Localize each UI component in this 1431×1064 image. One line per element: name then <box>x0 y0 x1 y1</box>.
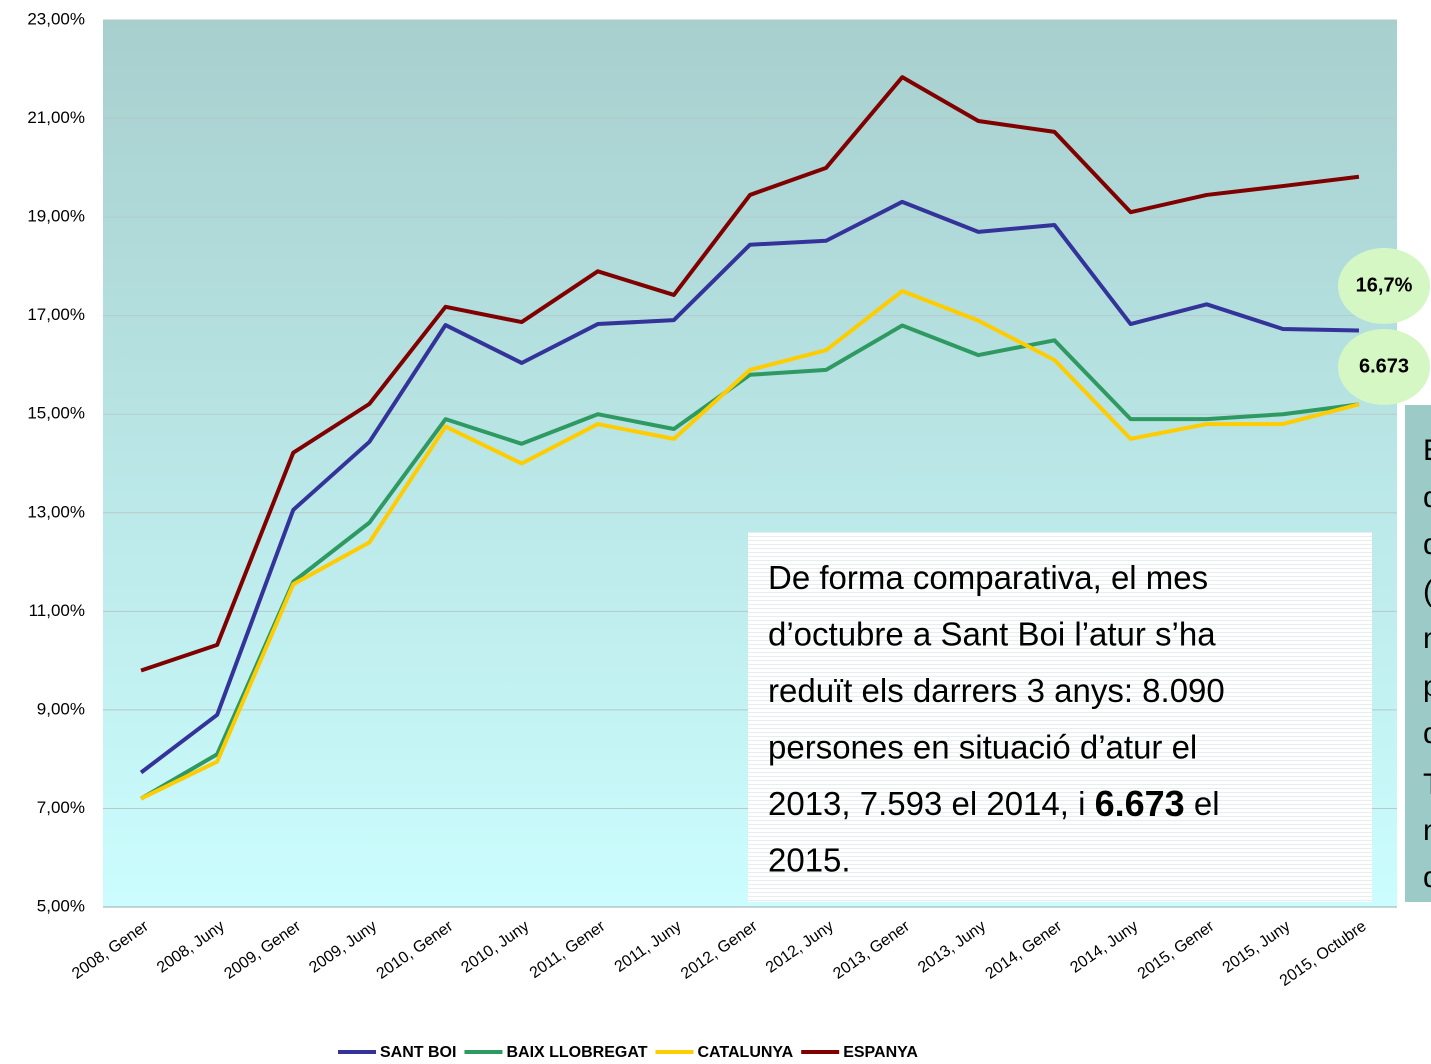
x-tick-label: 2010, Juny <box>458 918 532 977</box>
side-note-text: E <box>1423 434 1431 467</box>
note-line: d’octubre a Sant Boi l’atur s’ha <box>768 615 1216 652</box>
y-tick-label: 9,00% <box>37 699 85 718</box>
note-segment: d’octubre a Sant Boi l’atur s’ha <box>768 615 1216 652</box>
y-tick-label: 21,00% <box>27 108 85 127</box>
note-segment: 2013, 7.593 el 2014, i <box>768 785 1095 822</box>
x-tick-label: 2010, Gener <box>374 917 457 982</box>
y-tick-label: 23,00% <box>27 9 85 28</box>
note-line: 2013, 7.593 el 2014, i 6.673 el <box>768 783 1220 824</box>
x-tick-label: 2013, Juny <box>915 918 989 977</box>
series-line <box>140 75 1360 673</box>
badge <box>1338 248 1430 324</box>
side-note-text: T <box>1423 768 1431 801</box>
side-note-text: d <box>1423 528 1431 561</box>
side-note-text: n <box>1423 814 1431 847</box>
y-tick-label: 17,00% <box>27 305 85 324</box>
legend-label: CATALUNYA <box>697 1044 793 1061</box>
note-segment: el <box>1185 785 1220 822</box>
note-line: persones en situació d’atur el <box>768 728 1197 765</box>
y-tick-label: 19,00% <box>27 207 85 226</box>
x-tick-label: 2008, Juny <box>154 918 228 977</box>
badge <box>1338 329 1430 405</box>
badge-label: 16,7% <box>1356 274 1413 296</box>
note-box <box>748 532 1372 902</box>
side-note-text: p <box>1423 670 1431 703</box>
x-tick-label: 2009, Gener <box>221 917 304 982</box>
x-tick-label: 2009, Juny <box>306 918 380 977</box>
note-segment: reduït els darrers 3 anys: 8.090 <box>768 672 1225 709</box>
legend-label: ESPANYA <box>843 1044 918 1061</box>
note-segment: 6.673 <box>1095 783 1185 824</box>
y-tick-label: 15,00% <box>27 404 85 423</box>
note-segment: persones en situació d’atur el <box>768 728 1197 765</box>
note-segment: De forma comparativa, el mes <box>768 559 1208 596</box>
side-note-text: ( <box>1423 575 1431 608</box>
note-line: reduït els darrers 3 anys: 8.090 <box>768 672 1225 709</box>
badge-label: 6.673 <box>1359 355 1409 377</box>
note-line: De forma comparativa, el mes <box>768 559 1208 596</box>
x-tick-label: 2008, Gener <box>69 917 152 982</box>
x-tick-label: 2011, Gener <box>527 917 609 982</box>
y-tick-label: 7,00% <box>37 798 85 817</box>
legend-label: BAIX LLOBREGAT <box>506 1044 647 1061</box>
side-note-text: d <box>1423 717 1431 750</box>
x-tick-label: 2012, Juny <box>763 918 837 977</box>
note-segment: 2015. <box>768 841 851 878</box>
x-tick-label: 2015, Gener <box>1135 917 1218 982</box>
x-tick-label: 2011, Juny <box>612 918 685 976</box>
side-note-text: d <box>1423 861 1431 894</box>
y-tick-label: 13,00% <box>27 502 85 521</box>
x-tick-label: 2014, Gener <box>983 917 1066 982</box>
series-line <box>140 323 1360 801</box>
note-line: 2015. <box>768 841 851 878</box>
x-tick-label: 2015, Juny <box>1220 918 1294 977</box>
y-tick-label: 5,00% <box>37 896 85 915</box>
side-note-box <box>1405 405 1431 902</box>
side-note-text: n <box>1423 622 1431 655</box>
series-line <box>140 289 1360 801</box>
side-note-text: d <box>1423 481 1431 514</box>
legend-label: SANT BOI <box>380 1044 456 1061</box>
x-tick-label: 2013, Gener <box>830 917 913 982</box>
y-tick-label: 11,00% <box>29 601 85 620</box>
x-tick-label: 2012, Gener <box>678 917 761 982</box>
series-line <box>139 199 1359 775</box>
x-tick-label: 2014, Juny <box>1067 918 1141 977</box>
